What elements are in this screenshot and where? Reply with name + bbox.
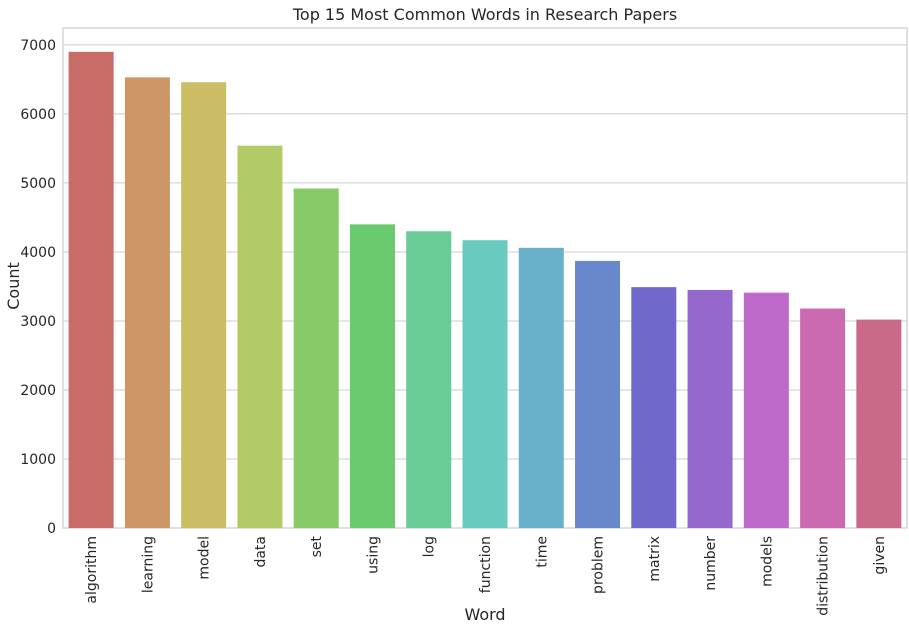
y-axis-label: Count <box>4 262 23 310</box>
bar-model <box>181 82 227 528</box>
x-tick-label: learning <box>140 536 156 593</box>
x-tick-label: models <box>759 536 775 587</box>
x-tick-label: model <box>197 536 213 580</box>
axes: 0 1000 2000 3000 4000 5000 6000 7000 algorithm le… <box>20 38 888 616</box>
bar-algorithm <box>68 51 114 529</box>
x-axis-label: Word <box>464 605 505 624</box>
bar-given <box>856 319 902 528</box>
y-tick-label: 1000 <box>20 452 56 468</box>
bar-models <box>743 292 789 528</box>
y-tick-label: 0 <box>47 521 56 537</box>
bar-using <box>349 224 395 529</box>
bar-distribution <box>800 308 846 528</box>
bar-number <box>687 289 733 528</box>
x-tick-label: function <box>478 536 494 593</box>
bar-time <box>518 247 564 528</box>
x-tick-label: using <box>365 536 381 574</box>
x-tick-label: data <box>253 536 269 568</box>
bars <box>68 51 902 529</box>
y-tick-label: 5000 <box>20 176 56 192</box>
y-tick-label: 3000 <box>20 314 56 330</box>
bar-log <box>406 231 452 528</box>
bar-problem <box>575 260 621 528</box>
x-tick-label: number <box>703 536 719 591</box>
bar-function <box>462 240 508 528</box>
chart-title: Top 15 Most Common Words in Research Pap… <box>292 5 677 24</box>
y-tick-label: 6000 <box>20 107 56 123</box>
bar-learning <box>124 77 170 529</box>
x-tick-label: given <box>872 536 888 575</box>
x-tick-label: set <box>309 535 325 557</box>
bar-set <box>293 188 339 528</box>
x-tick-label: algorithm <box>84 536 100 604</box>
x-tick-label: distribution <box>816 536 832 616</box>
y-tick-label: 2000 <box>20 383 56 399</box>
x-tick-label: log <box>422 536 438 557</box>
bar-data <box>237 145 283 528</box>
x-tick-label: time <box>534 536 550 568</box>
bar-matrix <box>631 287 677 528</box>
x-tick-label: problem <box>591 536 607 594</box>
x-tick-label: matrix <box>647 536 663 582</box>
y-tick-label: 7000 <box>20 38 56 54</box>
y-tick-label: 4000 <box>20 245 56 261</box>
